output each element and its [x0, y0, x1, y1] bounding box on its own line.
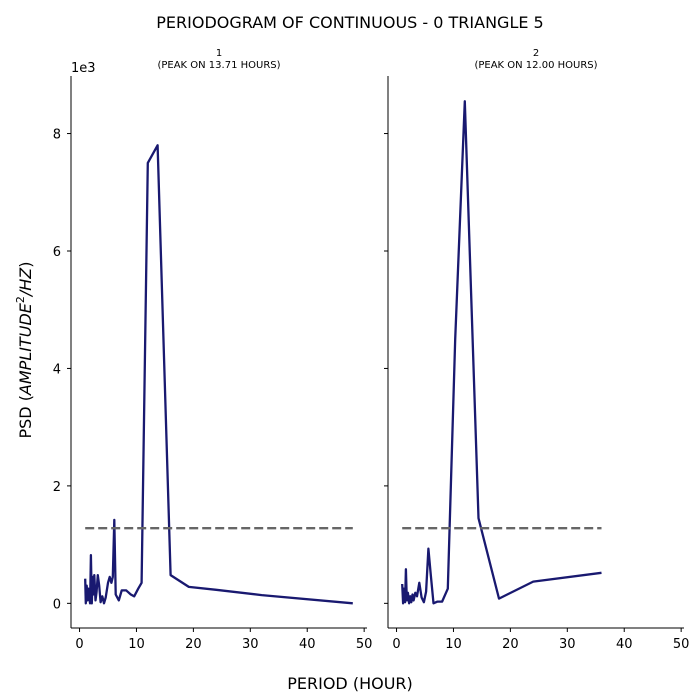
x-tick-label: 30 — [559, 637, 576, 652]
x-tick-label: 0 — [75, 637, 83, 652]
y-offset-label: 1e3 — [71, 61, 96, 76]
x-tick-label: 40 — [616, 637, 633, 652]
y-axis-label-suffix: ) — [16, 261, 35, 267]
y-tick-label: 6 — [53, 245, 61, 260]
y-tick-label: 8 — [53, 128, 61, 143]
x-axis-label: PERIOD (HOUR) — [287, 674, 413, 693]
x-tick-label: 30 — [242, 637, 259, 652]
panel-2-title-number: 2 — [533, 48, 539, 59]
x-tick-label: 20 — [185, 637, 202, 652]
y-tick-label: 4 — [53, 362, 61, 377]
figure-title: PERIODOGRAM OF CONTINUOUS - 0 TRIANGLE 5 — [156, 13, 543, 32]
y-axis-label-prefix: PSD ( — [16, 395, 35, 438]
x-tick-label: 20 — [502, 637, 519, 652]
panel-2-psd-line — [401, 100, 602, 605]
x-tick-label: 0 — [392, 637, 400, 652]
x-tick-label: 50 — [673, 637, 690, 652]
x-tick-label: 10 — [128, 637, 145, 652]
panel-1-title-number: 1 — [216, 48, 222, 59]
panel-1-psd-line — [84, 144, 353, 605]
panel-2-title-peak: (PEAK ON 12.00 HOURS) — [474, 60, 597, 71]
y-axis-label-sup: 2 — [14, 296, 27, 303]
y-axis-label-italic: AMPLITUDE — [16, 302, 35, 396]
y-axis-label-italic2: /HZ — [16, 267, 35, 298]
panel-1-title-peak: (PEAK ON 13.71 HOURS) — [157, 60, 280, 71]
panel-2: 2 (PEAK ON 12.00 HOURS) 0 10 20 30 40 50 — [384, 48, 689, 652]
x-tick-label: 10 — [445, 637, 462, 652]
y-axis-label: PSD (AMPLITUDE2/HZ) — [14, 261, 35, 438]
x-tick-label: 50 — [356, 637, 373, 652]
y-tick-label: 2 — [53, 480, 61, 495]
x-tick-label: 40 — [299, 637, 316, 652]
panel-1: 1 (PEAK ON 13.71 HOURS) 0 10 20 30 40 50 0 2 4 6 8 — [53, 48, 373, 652]
y-tick-label: 0 — [53, 597, 61, 612]
